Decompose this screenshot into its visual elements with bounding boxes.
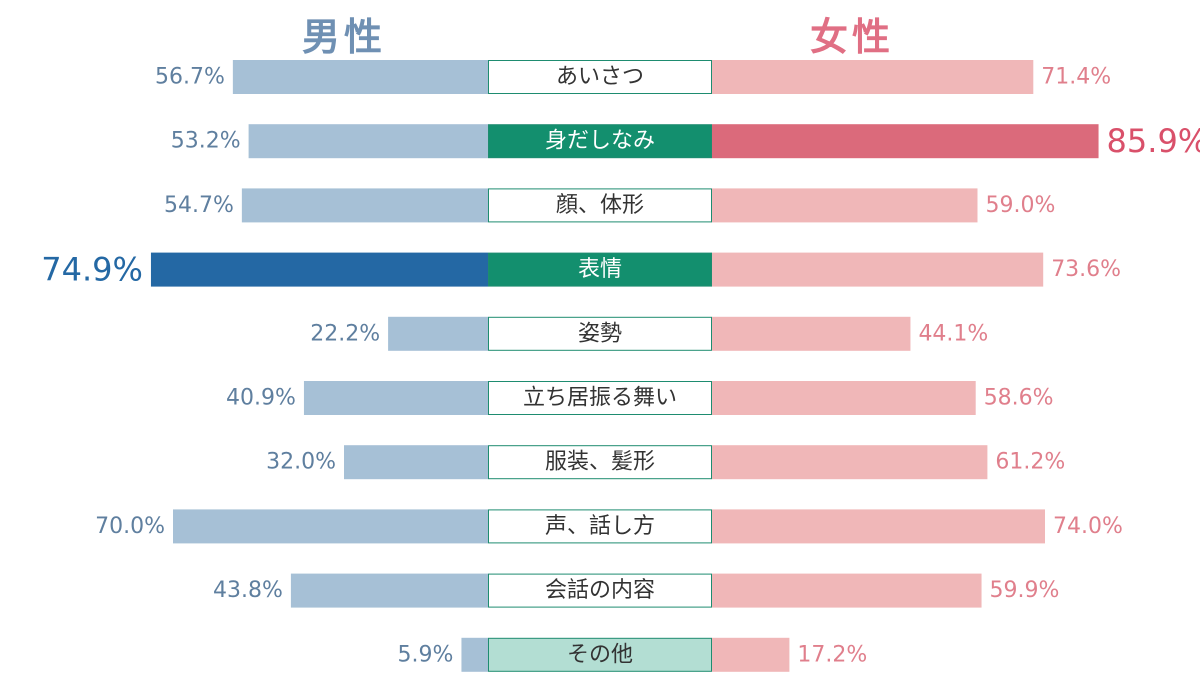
category-label: 顔、体形 [556, 193, 644, 218]
female-bar [712, 509, 1045, 544]
category-label: 服装、髪形 [545, 450, 655, 475]
male-bar [303, 381, 488, 415]
category-label: その他 [567, 642, 633, 667]
category-label-box [488, 637, 712, 672]
male-header: 男性 [302, 15, 387, 59]
male-value-label: 5.9% [398, 642, 454, 667]
category-label-box [488, 252, 712, 287]
male-bar [344, 445, 488, 480]
male-value-label: 22.2% [310, 321, 380, 346]
category-label: 身だしなみ [545, 129, 655, 154]
category-label-box [488, 445, 712, 480]
male-value-label: 54.7% [164, 193, 234, 218]
male-bar [388, 316, 488, 351]
male-bar [461, 637, 488, 672]
category-label-box [488, 60, 712, 94]
female-value-label: 44.1% [918, 321, 988, 346]
female-value-label: 85.9% [1107, 122, 1200, 160]
female-header: 女性 [810, 15, 895, 59]
male-bar [150, 252, 488, 287]
male-value-label: 53.2% [171, 129, 241, 154]
female-bar [712, 124, 1099, 159]
category-label: 姿勢 [578, 321, 622, 346]
male-bar [248, 124, 488, 159]
female-value-label: 61.2% [995, 450, 1065, 475]
male-bar [241, 188, 488, 223]
category-label: 会話の内容 [545, 578, 655, 603]
category-label: 声、話し方 [545, 514, 655, 539]
female-value-label: 58.6% [984, 386, 1054, 411]
female-value-label: 59.9% [990, 578, 1060, 603]
female-bar [712, 573, 982, 608]
male-value-label: 32.0% [266, 450, 336, 475]
male-value-label: 74.9% [41, 251, 143, 289]
female-bar [712, 60, 1034, 94]
category-label-box [488, 316, 712, 351]
female-bar [712, 316, 911, 351]
female-bar [712, 445, 988, 480]
male-bar [290, 573, 488, 608]
female-bar [712, 188, 978, 223]
female-value-label: 59.0% [986, 193, 1056, 218]
male-bar [173, 509, 488, 544]
male-value-label: 70.0% [95, 514, 165, 539]
male-bar [232, 60, 488, 94]
category-label-box [488, 381, 712, 415]
female-value-label: 71.4% [1041, 65, 1111, 90]
category-label: 表情 [578, 257, 622, 282]
category-label-box [488, 188, 712, 223]
category-label-box [488, 124, 712, 159]
male-value-label: 56.7% [155, 65, 225, 90]
category-label: 立ち居振る舞い [523, 386, 677, 411]
male-value-label: 40.9% [226, 386, 296, 411]
male-value-label: 43.8% [213, 578, 283, 603]
female-value-label: 17.2% [797, 642, 867, 667]
female-bar [712, 637, 790, 672]
female-value-label: 74.0% [1053, 514, 1123, 539]
female-bar [712, 252, 1044, 287]
category-label-box [488, 573, 712, 608]
female-value-label: 73.6% [1051, 257, 1121, 282]
female-bar [712, 381, 976, 415]
category-label-box [488, 509, 712, 544]
category-label: あいさつ [556, 65, 644, 90]
